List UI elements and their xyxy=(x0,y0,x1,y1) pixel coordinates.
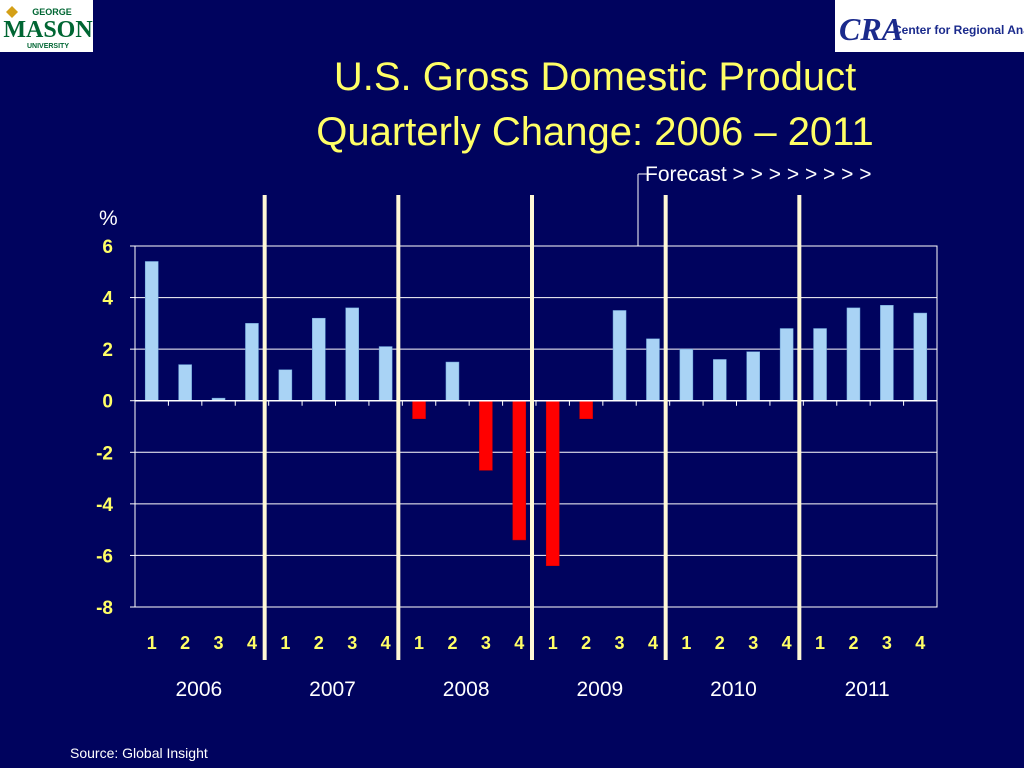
bar xyxy=(713,359,727,401)
x-tick-label: 4 xyxy=(247,633,257,653)
y-tick-label: -2 xyxy=(96,443,113,464)
bar xyxy=(779,328,794,401)
bar xyxy=(412,400,426,420)
x-tick-label: 1 xyxy=(548,633,558,653)
cra-logo: CRA Center for Regional Analysis xyxy=(835,0,1024,52)
bar xyxy=(178,364,192,401)
bar xyxy=(345,307,359,401)
x-tick-label: 3 xyxy=(882,633,892,653)
x-tick-label: 3 xyxy=(481,633,491,653)
x-tick-label: 4 xyxy=(514,633,524,653)
year-label: 2008 xyxy=(442,678,490,701)
bar xyxy=(813,328,827,401)
bar xyxy=(479,400,493,471)
y-tick-label: 2 xyxy=(102,340,113,361)
y-tick-label: 0 xyxy=(102,392,113,413)
source-note: Source: Global Insight xyxy=(70,745,208,761)
x-tick-label: 2 xyxy=(180,633,190,653)
x-tick-label: 3 xyxy=(615,633,625,653)
x-tick-label: 3 xyxy=(347,633,357,653)
x-tick-label: 4 xyxy=(782,633,792,653)
gmu-logo-name: MASON xyxy=(3,17,93,43)
chart-title-line-1: U.S. Gross Domestic Product xyxy=(333,55,857,99)
bar xyxy=(144,261,159,401)
y-tick-label: 6 xyxy=(102,237,113,258)
x-tick-label: 2 xyxy=(848,633,858,653)
year-label: 2011 xyxy=(844,678,890,701)
gmu-logo-top: GEORGE xyxy=(32,7,72,17)
y-axis-label: % xyxy=(99,207,118,230)
y-tick-label: -6 xyxy=(96,546,113,567)
x-tick-label: 1 xyxy=(681,633,691,653)
cra-logo-mark: CRA xyxy=(839,11,903,47)
x-tick-label: 1 xyxy=(815,633,825,653)
bar xyxy=(679,348,694,401)
x-tick-label: 3 xyxy=(214,633,224,653)
forecast-arrows: > > > > > > > > xyxy=(732,163,872,186)
x-tick-label: 3 xyxy=(748,633,758,653)
bar xyxy=(746,351,760,401)
year-label: 2006 xyxy=(175,678,223,701)
x-tick-label: 2 xyxy=(447,633,457,653)
bar xyxy=(512,400,527,541)
bar xyxy=(913,312,928,401)
gmu-logo: GEORGE MASON UNIVERSITY xyxy=(0,0,93,52)
x-tick-label: 4 xyxy=(648,633,658,653)
x-tick-label: 1 xyxy=(414,633,424,653)
x-tick-label: 1 xyxy=(147,633,157,653)
x-tick-label: 2 xyxy=(314,633,324,653)
bar xyxy=(646,338,660,401)
bar xyxy=(579,400,593,420)
bar xyxy=(545,400,560,566)
bar xyxy=(880,305,894,401)
x-tick-label: 4 xyxy=(381,633,391,653)
x-tick-label: 2 xyxy=(581,633,591,653)
gmu-logo-bottom: UNIVERSITY xyxy=(27,43,69,50)
year-label: 2010 xyxy=(710,678,757,701)
year-label: 2009 xyxy=(576,678,624,701)
plot-area xyxy=(134,245,938,608)
y-tick-label: 4 xyxy=(102,289,113,310)
gmu-logo-mark xyxy=(6,6,18,18)
year-label: 2007 xyxy=(309,678,356,701)
x-tick-label: 2 xyxy=(715,633,725,653)
bar xyxy=(245,323,259,401)
bar xyxy=(846,307,861,401)
bar xyxy=(378,346,393,401)
chart-title-line-2: Quarterly Change: 2006 – 2011 xyxy=(316,110,874,154)
x-tick-label: 1 xyxy=(280,633,290,653)
bar xyxy=(278,369,293,401)
bar xyxy=(445,361,460,401)
bar xyxy=(312,317,326,401)
forecast-text: Forecast xyxy=(645,163,727,186)
y-tick-label: -4 xyxy=(96,495,113,516)
x-tick-label: 4 xyxy=(915,633,925,653)
y-tick-label: -8 xyxy=(96,598,113,619)
forecast-label: Forecast > > > > > > > > xyxy=(645,163,872,187)
cra-logo-name: Center for Regional Analysis xyxy=(893,23,1024,37)
bar xyxy=(612,310,627,401)
